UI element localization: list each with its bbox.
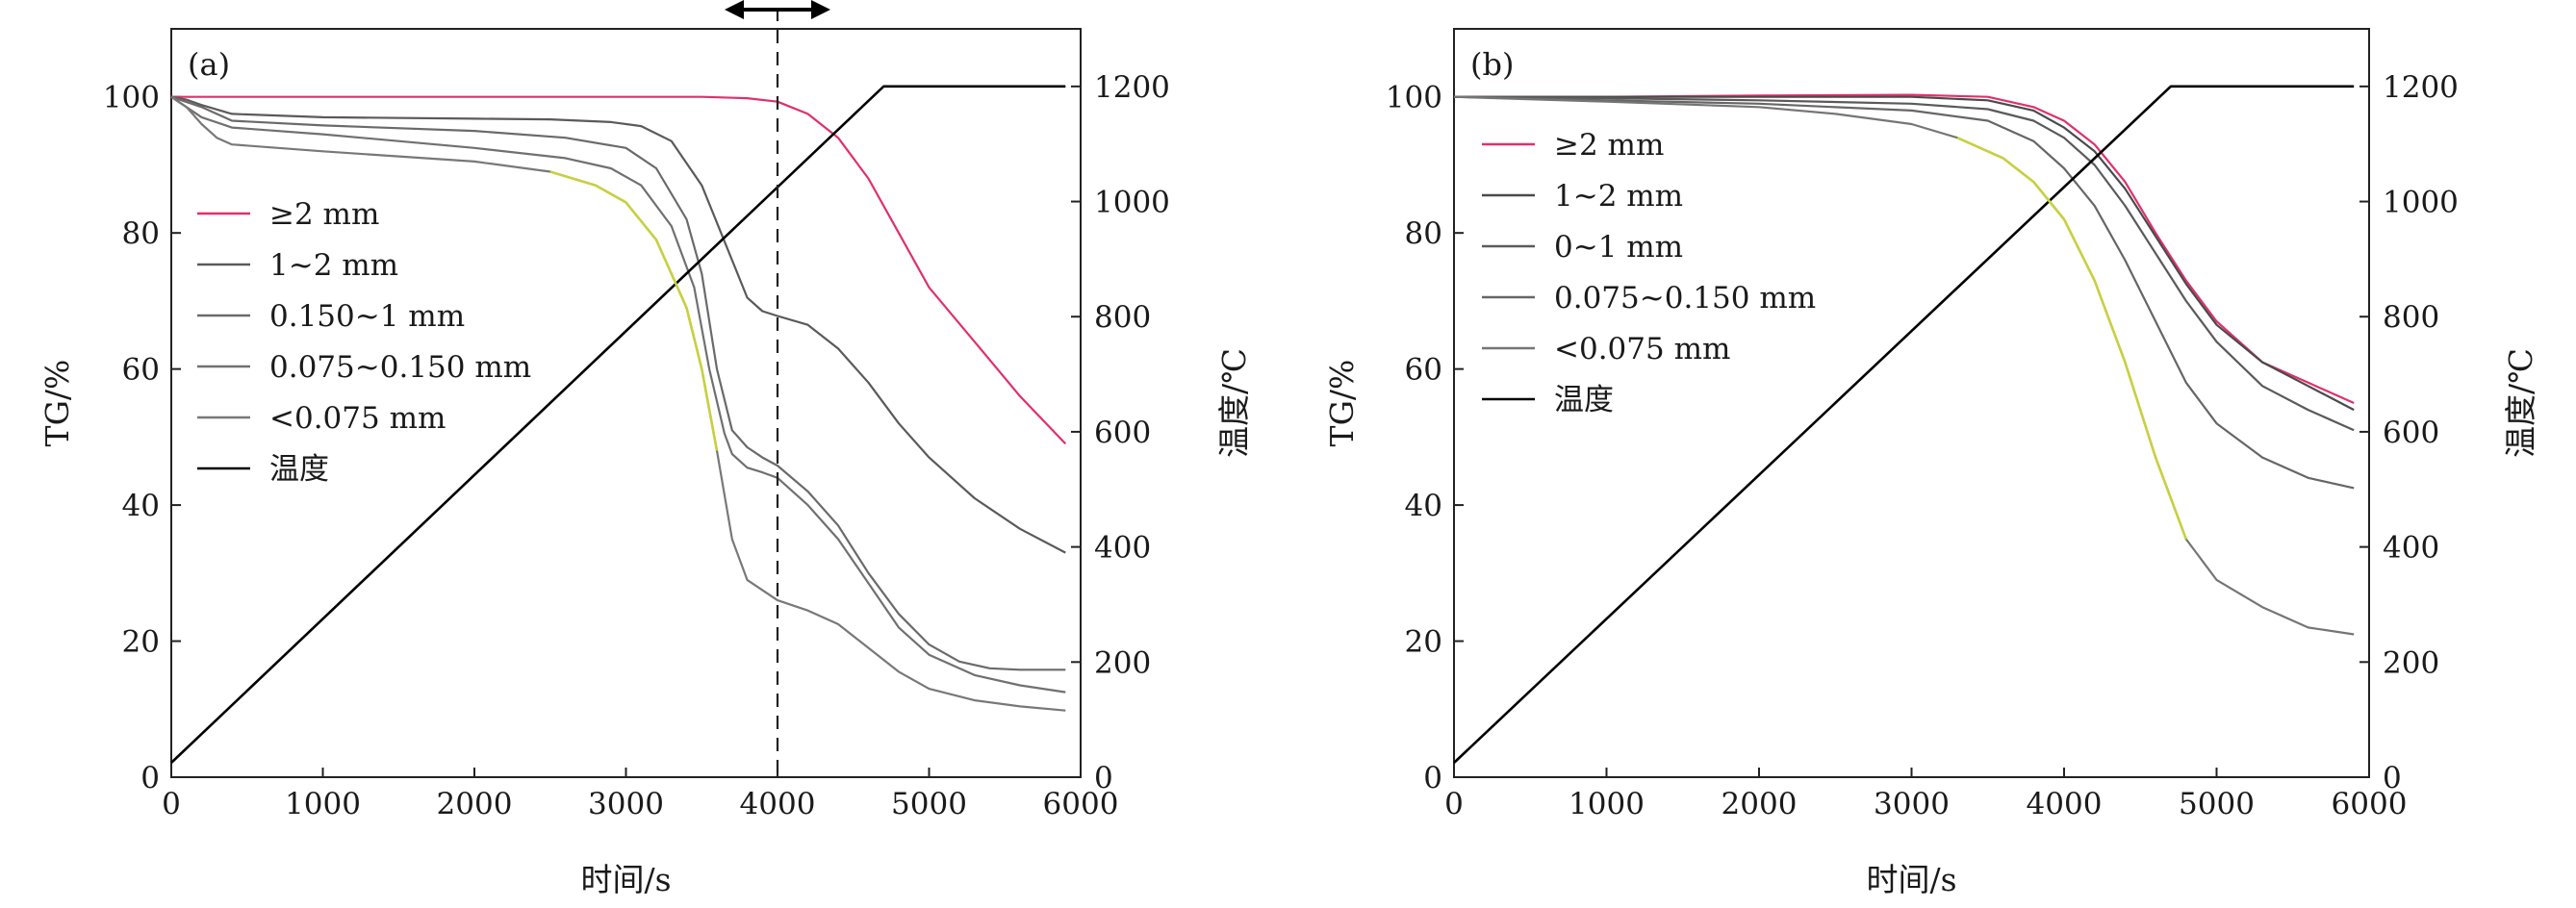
x-tick-label: 0 xyxy=(1444,787,1464,821)
x-tick-label: 5000 xyxy=(891,787,967,821)
legend-label: 0.150~1 mm xyxy=(269,299,465,334)
x-tick-label: 3000 xyxy=(1874,787,1950,821)
y2-tick-label: 400 xyxy=(1094,531,1151,566)
legend-label: 1~2 mm xyxy=(269,248,398,283)
y2-tick-label: 800 xyxy=(1094,300,1151,335)
y2-tick-label: 0 xyxy=(2383,761,2402,795)
arrow-head-left xyxy=(725,0,744,19)
series-line xyxy=(170,95,1066,694)
x-tick-label: 6000 xyxy=(2332,787,2408,821)
y-tick-label: 60 xyxy=(122,353,160,388)
y2-tick-label: 600 xyxy=(1094,416,1151,450)
y2-axis-title: 温度/℃ xyxy=(1215,348,1253,458)
y-tick-label: 40 xyxy=(1405,489,1442,523)
x-tick-label: 2000 xyxy=(1722,787,1798,821)
series-line xyxy=(1453,95,2355,432)
panel-label: (b) xyxy=(1470,46,1514,83)
y-axis-title: TG/% xyxy=(38,360,76,447)
legend-label: <0.075 mm xyxy=(1554,332,1730,366)
x-tick-label: 4000 xyxy=(740,787,816,821)
series-line xyxy=(1453,95,2355,490)
y2-tick-label: 1200 xyxy=(1094,70,1170,105)
series-line xyxy=(170,95,1066,671)
y-axis-title: TG/% xyxy=(1323,360,1361,447)
y-tick-label: 60 xyxy=(1405,353,1442,388)
legend-label: 1~2 mm xyxy=(1554,179,1683,214)
x-tick-label: 3000 xyxy=(588,787,664,821)
series-line xyxy=(170,95,1066,554)
y2-tick-label: 600 xyxy=(2383,416,2439,450)
x-tick-label: 6000 xyxy=(1043,787,1119,821)
x-tick-label: 1000 xyxy=(1569,787,1645,821)
y2-axis-title: 温度/℃ xyxy=(2502,348,2539,458)
series-line xyxy=(170,85,1066,764)
y-tick-label: 20 xyxy=(122,625,160,660)
legend-label: 0.075~0.150 mm xyxy=(269,350,531,385)
chart-panel-b: 0 1000 2000 3000 4000 5000 6000020406080100020… xyxy=(1323,28,2539,898)
y-tick-label: 100 xyxy=(103,81,160,115)
series-line xyxy=(1454,95,2355,412)
x-tick-label: 2000 xyxy=(437,787,513,821)
y-tick-label: 40 xyxy=(122,489,160,523)
y-tick-label: 80 xyxy=(1405,216,1442,251)
y2-tick-label: 200 xyxy=(1094,645,1151,680)
y-tick-label: 20 xyxy=(1405,625,1442,660)
legend-label: 0~1 mm xyxy=(1554,230,1683,265)
y2-tick-label: 200 xyxy=(2383,645,2439,680)
legend-label: 温度 xyxy=(1554,383,1614,417)
y2-tick-label: 1000 xyxy=(2383,186,2459,220)
legend-label: 温度 xyxy=(269,452,329,487)
legend-label: ≥2 mm xyxy=(269,197,379,232)
y2-tick-label: 1200 xyxy=(2383,70,2459,105)
x-tick-label: 5000 xyxy=(2179,787,2255,821)
y2-tick-label: 1000 xyxy=(1094,186,1170,220)
y-tick-label: 0 xyxy=(1423,761,1442,795)
x-tick-label: 0 xyxy=(162,787,181,821)
series-line xyxy=(1453,85,2355,764)
panel-label: (a) xyxy=(188,46,230,83)
legend-label: ≥2 mm xyxy=(1554,128,1664,163)
y-tick-label: 100 xyxy=(1386,81,1442,115)
y-tick-label: 0 xyxy=(140,761,160,795)
x-axis-title: 时间/s xyxy=(580,861,671,898)
chart-panel-a: 0 1000 2000 3000 4000 5000 6000020406080100020… xyxy=(38,0,1253,898)
x-tick-label: 4000 xyxy=(2027,787,2103,821)
highlight-segment xyxy=(1956,137,2188,540)
highlight-segment xyxy=(549,170,719,451)
y2-tick-label: 800 xyxy=(2383,300,2439,335)
legend-label: 0.075~0.150 mm xyxy=(1554,281,1816,315)
arrow-head-right xyxy=(811,0,830,19)
x-tick-label: 1000 xyxy=(285,787,361,821)
x-axis-title: 时间/s xyxy=(1866,861,1956,898)
y2-tick-label: 400 xyxy=(2383,531,2439,566)
y2-tick-label: 0 xyxy=(1094,761,1113,795)
series-line xyxy=(171,95,1067,445)
legend-label: <0.075 mm xyxy=(269,401,446,436)
y-tick-label: 80 xyxy=(122,216,160,251)
